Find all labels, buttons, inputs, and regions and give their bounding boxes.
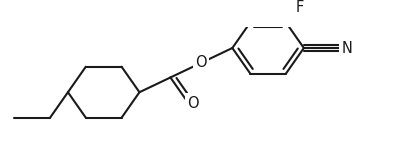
Text: F: F [295, 0, 303, 15]
Text: O: O [195, 55, 207, 70]
Text: O: O [187, 95, 199, 111]
Text: N: N [340, 40, 351, 55]
